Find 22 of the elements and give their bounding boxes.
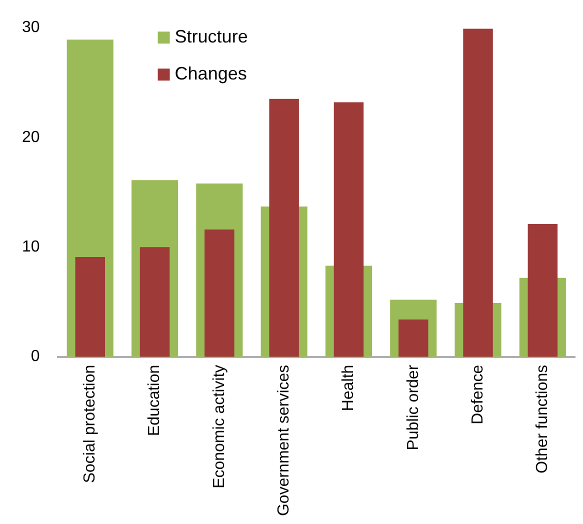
bar xyxy=(463,28,493,357)
x-tick-label: Economic activity xyxy=(210,364,228,488)
bar xyxy=(140,247,170,357)
x-tick-label: Social protection xyxy=(82,364,99,484)
y-tick-label: 30 xyxy=(22,19,40,36)
x-tick-label: Education xyxy=(146,364,164,436)
bar xyxy=(204,230,234,357)
y-tick-label: 10 xyxy=(22,238,40,256)
x-tick-label: Government services xyxy=(275,364,292,516)
x-tick-label: Defence xyxy=(469,364,486,424)
bar xyxy=(528,224,558,357)
x-tick-label: Public order xyxy=(404,364,422,450)
y-tick-label: 20 xyxy=(22,128,40,146)
bar xyxy=(398,320,428,357)
bar xyxy=(75,256,105,357)
bar xyxy=(334,102,364,357)
x-tick-label: Other functions xyxy=(534,364,552,474)
legend-label: Changes xyxy=(174,64,247,84)
x-tick-label: Health xyxy=(340,364,358,412)
bar xyxy=(269,98,299,357)
y-tick-label: 0 xyxy=(30,348,40,366)
legend-label: Structure xyxy=(174,26,248,47)
